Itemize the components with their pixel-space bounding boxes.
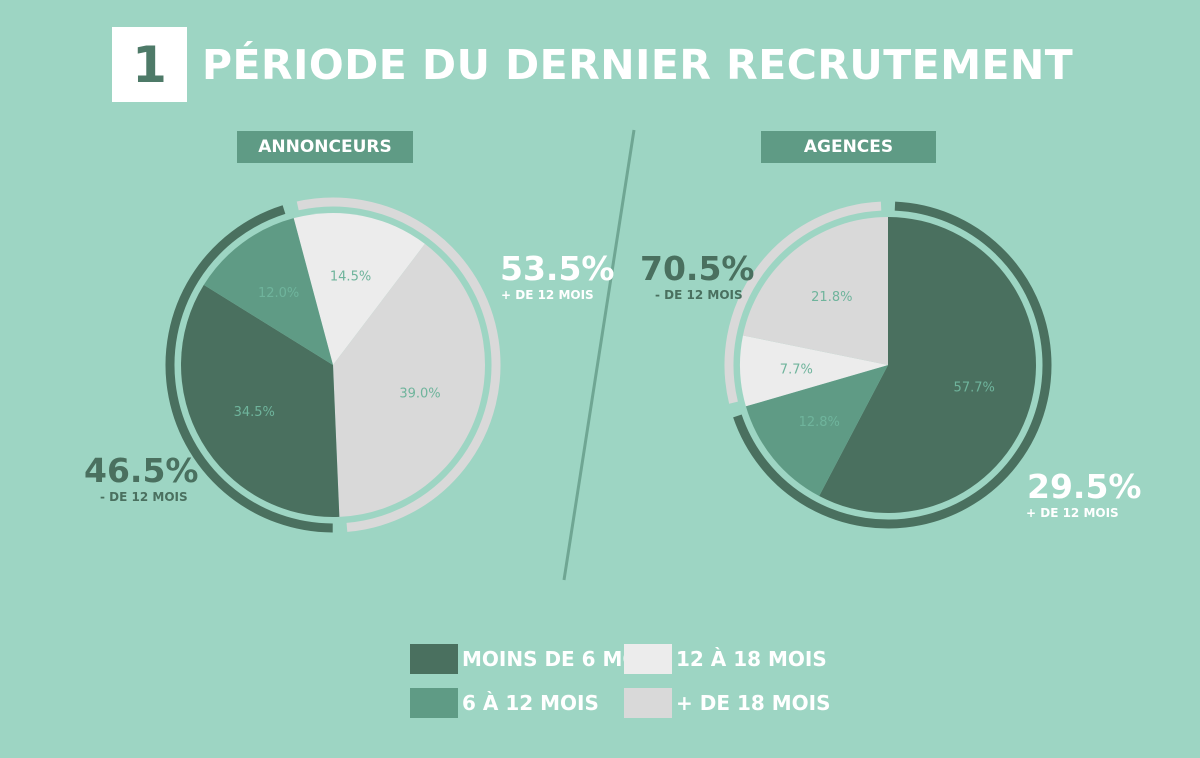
agences-under-12-value: 70.5%: [640, 249, 755, 288]
agences-slice-1: [745, 365, 888, 497]
agences-slice-label-0: 57.7%: [954, 380, 995, 395]
chart-title-annonceurs: ANNONCEURS: [237, 131, 413, 163]
agences-slice-label-1: 12.8%: [799, 415, 840, 430]
annonceurs-ring-under-12: [165, 205, 333, 533]
section-number: 1: [112, 27, 187, 102]
agences-slice-2: [740, 335, 888, 407]
agences-slice-label-2: 7.7%: [780, 363, 813, 378]
agences-ring-under-12: [733, 201, 1052, 529]
legend-swatch: [410, 688, 458, 718]
annonceurs-ring-over-12: [296, 197, 501, 532]
agences-over-12-label: + DE 12 MOIS: [1026, 506, 1119, 520]
agences-slice-3: [742, 216, 888, 365]
annonceurs-slice-label-1: 12.0%: [258, 286, 299, 301]
legend-swatch: [624, 688, 672, 718]
annonceurs-slice-label-0: 34.5%: [234, 405, 275, 420]
annonceurs-slice-1: [203, 218, 333, 365]
annonceurs-slice-0: [181, 284, 340, 518]
chart-title-agences: AGENCES: [761, 131, 936, 163]
annonceurs-slice-label-3: 39.0%: [399, 386, 440, 401]
agences-slice-0: [819, 217, 1036, 513]
legend-item-12-18: 12 À 18 MOIS: [624, 644, 827, 674]
annonceurs-slice-2: [293, 213, 425, 365]
legend-item-6-12: 6 À 12 MOIS: [410, 688, 599, 718]
annonceurs-over-12-value: 53.5%: [500, 249, 615, 288]
agences-over-12-value: 29.5%: [1027, 467, 1142, 506]
agences-ring-over-12: [724, 201, 882, 404]
annonceurs-slice-3: [333, 243, 486, 517]
legend-item-plus-18: + DE 18 MOIS: [624, 688, 831, 718]
annonceurs-slice-label-2: 14.5%: [330, 270, 371, 285]
agences-under-12-label: - DE 12 MOIS: [655, 288, 743, 302]
legend-label: + DE 18 MOIS: [676, 691, 831, 715]
agences-slice-label-3: 21.8%: [811, 290, 852, 305]
legend-label: 6 À 12 MOIS: [462, 691, 599, 715]
page-title: PÉRIODE DU DERNIER RECRUTEMENT: [202, 41, 1074, 89]
legend-swatch: [624, 644, 672, 674]
legend-label: 12 À 18 MOIS: [676, 647, 827, 671]
annonceurs-under-12-label: - DE 12 MOIS: [100, 490, 188, 504]
legend-swatch: [410, 644, 458, 674]
annonceurs-under-12-value: 46.5%: [84, 451, 199, 490]
annonceurs-over-12-label: + DE 12 MOIS: [501, 288, 594, 302]
